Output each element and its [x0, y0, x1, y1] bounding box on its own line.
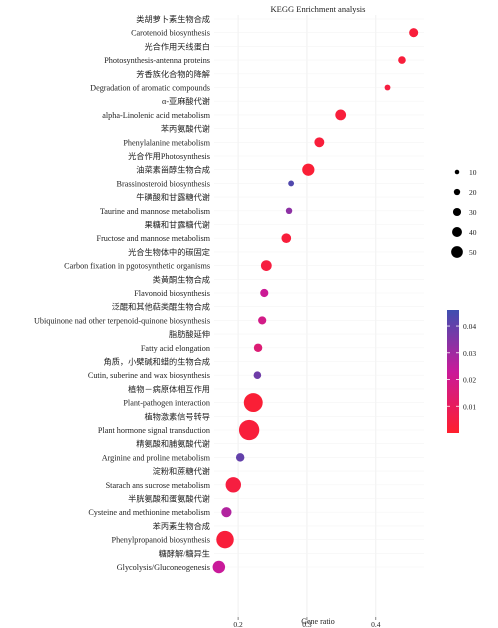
y-tick-label: Phenylpropanoid biosynthesis	[112, 536, 210, 545]
y-tick-label: 牛磺酸和甘露糖代谢	[136, 192, 210, 202]
size-legend-label: 10	[469, 168, 477, 177]
x-axis-label: Gene ratio	[301, 617, 335, 626]
y-tick-label: Ubiquinone nad other terpenoid-quinone b…	[34, 316, 210, 325]
data-point	[302, 163, 315, 176]
data-point	[212, 560, 226, 574]
data-point	[225, 477, 241, 493]
data-point	[253, 343, 263, 353]
color-legend-label: 0.03	[463, 349, 476, 358]
data-point	[335, 109, 347, 121]
data-point	[314, 137, 325, 148]
data-point	[409, 28, 419, 38]
y-tick-label: 光合作用天线蛋白	[144, 41, 210, 51]
color-legend-bar	[447, 310, 459, 433]
y-tick-label: Photosynthesis-antenna proteins	[104, 56, 210, 65]
data-point	[221, 507, 232, 518]
x-tick-label: 0.4	[371, 620, 381, 628]
y-tick-label: 果糖和甘露糖代谢	[144, 220, 210, 230]
chart-title: KEGG Enrichment analysis	[271, 4, 366, 14]
y-tick-label: 泛醌和其他萜类醌生物合成	[112, 302, 210, 312]
size-legend-circle	[454, 169, 460, 175]
y-tick-label: 光合作用Photosynthesis	[128, 151, 210, 161]
y-tick-label: Carbon fixation in pgotosynthetic organi…	[64, 262, 210, 271]
y-tick-label: Fatty acid elongation	[141, 344, 210, 353]
y-tick-label: 淀粉和蔗糖代谢	[153, 466, 210, 476]
y-tick-label: 半胱氨酸和蛋氨酸代谢	[128, 494, 210, 504]
size-legend-circle	[451, 246, 463, 258]
y-tick-label: 糖酵解/糖异生	[159, 548, 210, 558]
size-legend-label: 20	[469, 188, 477, 197]
data-point	[384, 84, 391, 91]
y-tick-label: 植物激素信号转导	[144, 411, 210, 421]
y-tick-label: 油菜素甾醇生物合成	[136, 165, 210, 175]
y-tick-label: 植物－病原体相互作用	[128, 384, 210, 394]
y-tick-label: Flavonoid biosynthesis	[134, 289, 210, 298]
y-tick-label: 类黄酮生物合成	[153, 274, 210, 284]
y-tick-label: Arginine and proline metabolism	[102, 453, 211, 462]
y-tick-label: Cysteine and methionine metabolism	[88, 508, 210, 517]
y-tick-label: Plant-pathogen interaction	[123, 399, 210, 408]
size-legend: 10 20 30 40 50	[451, 168, 477, 258]
y-tick-label: 类胡萝卜素生物合成	[136, 14, 210, 24]
color-legend: 0.01 0.02 0.03 0.04	[447, 310, 476, 433]
x-tick-label: 0.2	[233, 620, 243, 628]
color-legend-label: 0.01	[463, 402, 476, 411]
size-legend-label: 50	[469, 248, 477, 257]
y-tick-label: Fructose and mannose metabolism	[97, 234, 211, 243]
data-point	[253, 371, 262, 379]
data-point	[285, 207, 293, 215]
y-tick-label: Starach ans sucrose metabolism	[106, 481, 211, 490]
y-tick-label: alpha-Linolenic acid metabolism	[102, 111, 210, 120]
data-point	[260, 288, 269, 298]
color-legend-label: 0.02	[463, 376, 476, 385]
size-legend-circle	[453, 188, 461, 196]
y-tick-label: 角质，小檗碱和蜡的生物合成	[104, 357, 210, 367]
data-point	[288, 180, 295, 187]
size-legend-circle	[452, 227, 462, 237]
x-tick-label: 0.3	[302, 620, 312, 628]
y-tick-label: Cutin, suberine and wax biosynthesis	[88, 371, 210, 380]
y-tick-label: Glycolysis/Gluconeogenesis	[117, 563, 210, 572]
y-tick-label: 精氨酸和脯氨酸代谢	[136, 439, 210, 449]
color-legend-label: 0.04	[463, 322, 476, 331]
x-axis-ticks: 0.2 0.3 0.4	[233, 617, 381, 628]
size-legend-label: 40	[469, 228, 477, 237]
data-point	[216, 530, 234, 549]
y-tick-label: Degradation of aromatic compounds	[90, 84, 210, 93]
y-tick-label: Carotenoid biosynthesis	[131, 29, 210, 38]
y-tick-label: Phenylalanine metabolism	[123, 138, 210, 147]
y-tick-label: Taurine and mannose metabolism	[100, 207, 211, 216]
data-point	[238, 419, 260, 441]
data-point	[260, 260, 272, 271]
y-tick-label: 苯丙素生物合成	[153, 521, 210, 531]
size-legend-circle	[452, 207, 462, 217]
y-tick-label: Plant hormone signal transduction	[98, 426, 210, 435]
data-point	[235, 453, 245, 462]
size-legend-label: 30	[469, 208, 477, 217]
y-tick-label: Brassinosteroid biosynthesis	[117, 179, 210, 188]
data-point	[398, 56, 406, 64]
y-tick-label: 光合生物体中的碳固定	[128, 247, 210, 257]
y-axis-labels: 类胡萝卜素生物合成 Carotenoid biosynthesis 光合作用天线蛋白…	[34, 14, 211, 572]
data-point	[281, 233, 292, 244]
y-tick-label: α-亚麻酸代谢	[162, 96, 210, 106]
data-points	[212, 28, 419, 574]
y-tick-label: 芳香族化合物的降解	[136, 69, 210, 79]
data-point	[243, 393, 263, 413]
plot-panel	[214, 15, 424, 617]
data-point	[258, 316, 267, 325]
y-tick-label: 脂肪酸延伸	[169, 329, 210, 339]
y-tick-label: 苯丙氨酸代谢	[161, 124, 210, 134]
